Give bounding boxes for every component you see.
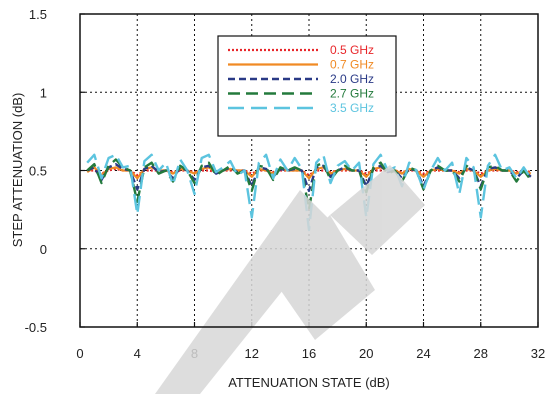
legend-label: 2.0 GHz (330, 72, 374, 86)
legend-label: 0.7 GHz (330, 58, 374, 72)
y-tick-labels: -0.5 0 0.5 1 1.5 (25, 7, 85, 335)
y-tick-label: -0.5 (25, 320, 47, 335)
x-tick-label: 20 (359, 346, 373, 361)
x-tick-label: 16 (302, 346, 316, 361)
y-axis-title: STEP ATTENUATION (dB) (10, 93, 25, 248)
plot-frame (79, 13, 539, 328)
x-tick-label: 28 (474, 346, 488, 361)
x-tick-label: 0 (76, 346, 83, 361)
y-tick-label: 0.5 (29, 164, 47, 179)
x-tick-label: 12 (245, 346, 259, 361)
x-tick-label: 24 (416, 346, 430, 361)
legend-label: 3.5 GHz (330, 101, 374, 115)
y-tick-label: 1 (40, 85, 47, 100)
legend-label: 2.7 GHz (330, 87, 374, 101)
legend-box (217, 35, 397, 137)
series-line (86, 158, 532, 211)
x-tick-label: 4 (134, 346, 141, 361)
legend-label: 0.5 GHz (330, 43, 374, 57)
watermark (155, 165, 425, 394)
y-tick-label: 0 (40, 242, 47, 257)
x-axis-title: ATTENUATION STATE (dB) (228, 375, 390, 390)
x-tick-label: 32 (531, 346, 545, 361)
y-tick-label: 1.5 (29, 7, 47, 22)
x-tick-labels: 048121620242832 (76, 322, 545, 361)
